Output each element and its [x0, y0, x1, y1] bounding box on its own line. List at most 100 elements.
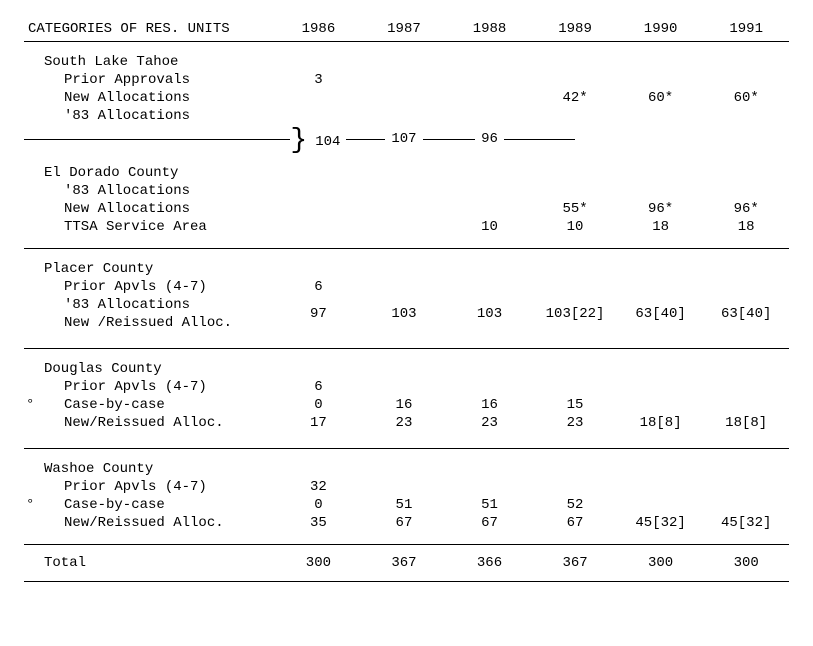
section-label: Placer County	[24, 249, 276, 279]
cell: 103	[447, 296, 533, 332]
cell: 23	[532, 414, 618, 432]
cell: 16	[361, 396, 447, 414]
cell: 97	[276, 296, 362, 332]
row-label: Case-by-case	[24, 396, 276, 414]
table-row: '83 Allocations	[24, 107, 789, 125]
cell: 103	[361, 296, 447, 332]
cell: 60*	[618, 89, 704, 107]
row-label: '83 Allocations	[24, 296, 276, 314]
row-label: '83 Allocations	[24, 182, 276, 200]
cell: 103[22]	[532, 296, 618, 332]
cell: 32	[276, 478, 362, 496]
cell: 60*	[703, 89, 789, 107]
cell: 42*	[532, 89, 618, 107]
cell: 15	[532, 396, 618, 414]
section-placer: Placer County	[24, 249, 789, 279]
cell: 18	[618, 218, 704, 236]
cell: 67	[447, 514, 533, 532]
table-row: Case-by-case 0 16 16 15	[24, 396, 789, 414]
cell: 10	[532, 218, 618, 236]
section-south-lake-tahoe: South Lake Tahoe	[24, 42, 789, 72]
cell: 23	[447, 414, 533, 432]
cell: 45[32]	[703, 514, 789, 532]
cell: 35	[276, 514, 362, 532]
table-row: Prior Apvls (4-7) 6	[24, 278, 789, 296]
cell: 67	[361, 514, 447, 532]
cell: 63[40]	[618, 296, 704, 332]
total-cell: 300	[618, 545, 704, 582]
total-cell: 300	[276, 545, 362, 582]
cell: 0	[276, 496, 362, 514]
cell: 51	[447, 496, 533, 514]
total-label: Total	[24, 545, 276, 582]
brace-val-1987: 107	[385, 131, 422, 147]
row-label: New Allocations	[24, 200, 276, 218]
section-rule	[24, 581, 789, 582]
row-label: New Allocations	[24, 89, 276, 107]
brace-row: }104 107 96	[24, 125, 789, 153]
row-label: Prior Apvls (4-7)	[24, 478, 276, 496]
cell: 96*	[703, 200, 789, 218]
cell: 3	[276, 71, 362, 89]
cell: 67	[532, 514, 618, 532]
cell: 23	[361, 414, 447, 432]
table-row: '83 Allocations	[24, 182, 789, 200]
table-row: Prior Approvals 3	[24, 71, 789, 89]
table-row: New/Reissued Alloc. 35 67 67 67 45[32] 4…	[24, 514, 789, 532]
row-label: Prior Apvls (4-7)	[24, 278, 276, 296]
total-cell: 300	[703, 545, 789, 582]
cell: 51	[361, 496, 447, 514]
header-row: CATEGORIES OF RES. UNITS 1986 1987 1988 …	[24, 20, 789, 42]
brace-val-1986: 104	[309, 134, 346, 150]
section-douglas: Douglas County	[24, 349, 789, 379]
cell: 6	[276, 378, 362, 396]
table-row: New Allocations 42* 60* 60*	[24, 89, 789, 107]
cell: 6	[276, 278, 362, 296]
brace-icon: }	[290, 125, 309, 156]
cell: 18	[703, 218, 789, 236]
row-label: TTSA Service Area	[24, 218, 276, 236]
section-label: Douglas County	[24, 349, 276, 379]
year-1990: 1990	[618, 20, 704, 42]
table-row: TTSA Service Area 10 10 18 18	[24, 218, 789, 236]
section-washoe: Washoe County	[24, 449, 789, 479]
cell: 0	[276, 396, 362, 414]
row-label: New/Reissued Alloc.	[24, 414, 276, 432]
cell: 16	[447, 396, 533, 414]
row-label: '83 Allocations	[24, 107, 276, 125]
cell: 63[40]	[703, 296, 789, 332]
section-label: El Dorado County	[24, 153, 276, 182]
total-cell: 367	[361, 545, 447, 582]
header-title: CATEGORIES OF RES. UNITS	[24, 20, 276, 42]
total-cell: 367	[532, 545, 618, 582]
section-label: South Lake Tahoe	[24, 42, 276, 72]
row-label: Case-by-case	[24, 496, 276, 514]
table-row: New Allocations 55* 96* 96*	[24, 200, 789, 218]
row-label: Prior Apvls (4-7)	[24, 378, 276, 396]
allocation-table: CATEGORIES OF RES. UNITS 1986 1987 1988 …	[24, 20, 789, 582]
brace-val-1988: 96	[475, 131, 504, 147]
row-label: Prior Approvals	[24, 71, 276, 89]
year-1987: 1987	[361, 20, 447, 42]
table-row: Prior Apvls (4-7) 6	[24, 378, 789, 396]
cell: 55*	[532, 200, 618, 218]
cell: 52	[532, 496, 618, 514]
table-row: '83 Allocations 97 103 103 103[22] 63[40…	[24, 296, 789, 314]
cell: 45[32]	[618, 514, 704, 532]
year-1988: 1988	[447, 20, 533, 42]
cell: 18[8]	[618, 414, 704, 432]
year-1986: 1986	[276, 20, 362, 42]
table-row: Case-by-case 0 51 51 52	[24, 496, 789, 514]
cell: 18[8]	[703, 414, 789, 432]
table-row: Prior Apvls (4-7) 32	[24, 478, 789, 496]
cell: 17	[276, 414, 362, 432]
section-label: Washoe County	[24, 449, 276, 479]
cell: 96*	[618, 200, 704, 218]
section-el-dorado: El Dorado County	[24, 153, 789, 182]
total-row: Total 300 367 366 367 300 300	[24, 545, 789, 582]
total-cell: 366	[447, 545, 533, 582]
table-row: New/Reissued Alloc. 17 23 23 23 18[8] 18…	[24, 414, 789, 432]
row-label: New /Reissued Alloc.	[24, 314, 276, 332]
year-1989: 1989	[532, 20, 618, 42]
year-1991: 1991	[703, 20, 789, 42]
